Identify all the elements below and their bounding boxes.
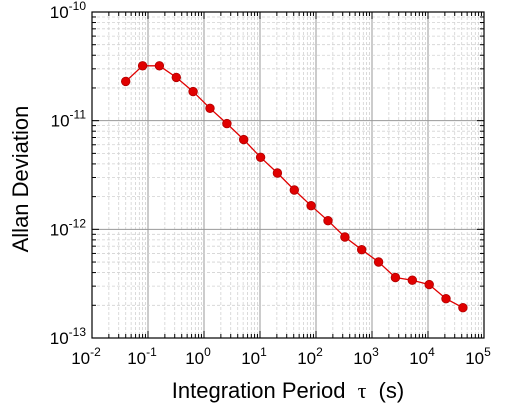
y-tick-exponent: -11 bbox=[70, 108, 87, 122]
x-axis-title: Integration Period τ (s) bbox=[172, 378, 404, 403]
x-tick-label: 103 bbox=[353, 345, 379, 368]
data-point bbox=[205, 103, 215, 114]
y-tick-label: 10-13 bbox=[50, 325, 87, 348]
data-point bbox=[340, 232, 350, 242]
x-tick-base: 10 bbox=[185, 349, 204, 368]
data-point bbox=[272, 168, 283, 178]
data-point bbox=[323, 215, 333, 226]
x-tick-base: 10 bbox=[409, 349, 428, 368]
data-point bbox=[137, 61, 148, 71]
data-point bbox=[222, 118, 232, 129]
data-point bbox=[357, 244, 367, 255]
x-tick-label: 105 bbox=[465, 345, 491, 368]
data-point bbox=[255, 152, 266, 163]
x-tick-base: 10 bbox=[127, 349, 146, 368]
data-point bbox=[407, 275, 418, 285]
x-tick-exponent: -1 bbox=[146, 345, 157, 359]
y-tick-exponent: -12 bbox=[69, 216, 87, 230]
data-point bbox=[441, 294, 451, 304]
x-tick-exponent: -2 bbox=[90, 345, 101, 359]
x-tick-label: 104 bbox=[409, 345, 435, 368]
x-tick-exponent: 1 bbox=[260, 345, 267, 359]
x-axis-title-text: Integration Period bbox=[172, 378, 346, 403]
x-tick-base: 10 bbox=[465, 349, 484, 368]
data-point bbox=[120, 76, 131, 87]
data-point bbox=[458, 303, 468, 313]
y-tick-exponent: -13 bbox=[69, 325, 87, 339]
x-tick-base: 10 bbox=[353, 349, 372, 368]
y-tick-label: 10-12 bbox=[50, 216, 87, 239]
y-tick-base: 10 bbox=[50, 329, 69, 348]
x-axis-title-symbol: τ bbox=[358, 378, 367, 403]
y-axis-title: Allan Deviation bbox=[8, 106, 33, 253]
data-point bbox=[306, 200, 316, 211]
data-point bbox=[373, 257, 384, 267]
grid bbox=[92, 12, 484, 338]
x-tick-base: 10 bbox=[71, 349, 90, 368]
x-tick-base: 10 bbox=[297, 349, 316, 368]
x-tick-base: 10 bbox=[241, 349, 260, 368]
plot-frame bbox=[91, 11, 485, 339]
x-tick-label: 101 bbox=[241, 345, 267, 368]
y-tick-base: 10 bbox=[50, 3, 69, 22]
x-tick-label: 100 bbox=[185, 345, 211, 368]
data-series bbox=[120, 61, 468, 313]
x-tick-label: 102 bbox=[297, 345, 323, 368]
y-tick-exponent: -10 bbox=[69, 0, 87, 13]
data-point bbox=[390, 272, 401, 283]
data-point bbox=[289, 185, 300, 195]
y-tick-label: 10-11 bbox=[51, 108, 87, 131]
x-tick-exponent: 4 bbox=[428, 345, 435, 359]
y-tick-base: 10 bbox=[51, 112, 70, 131]
x-tick-exponent: 3 bbox=[372, 345, 379, 359]
x-tick-exponent: 0 bbox=[204, 345, 211, 359]
data-point bbox=[171, 72, 182, 83]
x-tick-exponent: 5 bbox=[484, 345, 491, 359]
x-tick-label: 10-1 bbox=[127, 345, 157, 368]
x-tick-label: 10-2 bbox=[71, 345, 101, 368]
x-axis-title-unit: (s) bbox=[379, 378, 405, 403]
y-tick-base: 10 bbox=[50, 220, 69, 239]
y-tick-label: 10-10 bbox=[50, 0, 87, 22]
axis-ticks bbox=[91, 11, 485, 339]
data-point bbox=[154, 61, 165, 71]
data-point bbox=[424, 279, 434, 290]
data-point bbox=[188, 86, 198, 97]
data-point bbox=[238, 134, 249, 145]
x-tick-exponent: 2 bbox=[316, 345, 323, 359]
